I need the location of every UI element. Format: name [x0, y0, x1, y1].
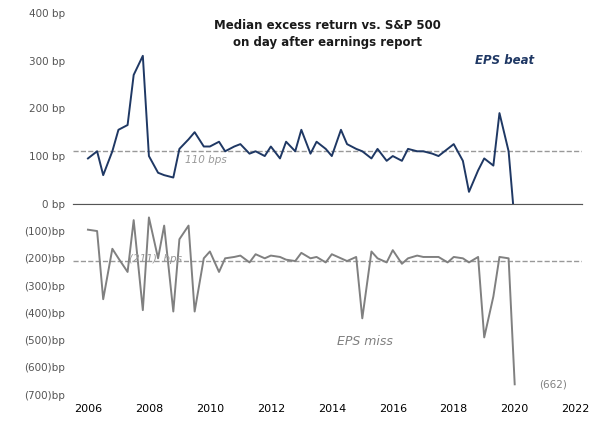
Text: 110 bps: 110 bps — [185, 155, 227, 165]
Text: (211)  bps: (211) bps — [128, 254, 182, 264]
Text: EPS miss: EPS miss — [338, 335, 393, 348]
Text: (662): (662) — [539, 379, 567, 389]
Text: EPS beat: EPS beat — [475, 54, 534, 67]
Text: (40): (40) — [539, 233, 560, 242]
Text: Median excess return vs. S&P 500
on day after earnings report: Median excess return vs. S&P 500 on day … — [214, 18, 441, 48]
